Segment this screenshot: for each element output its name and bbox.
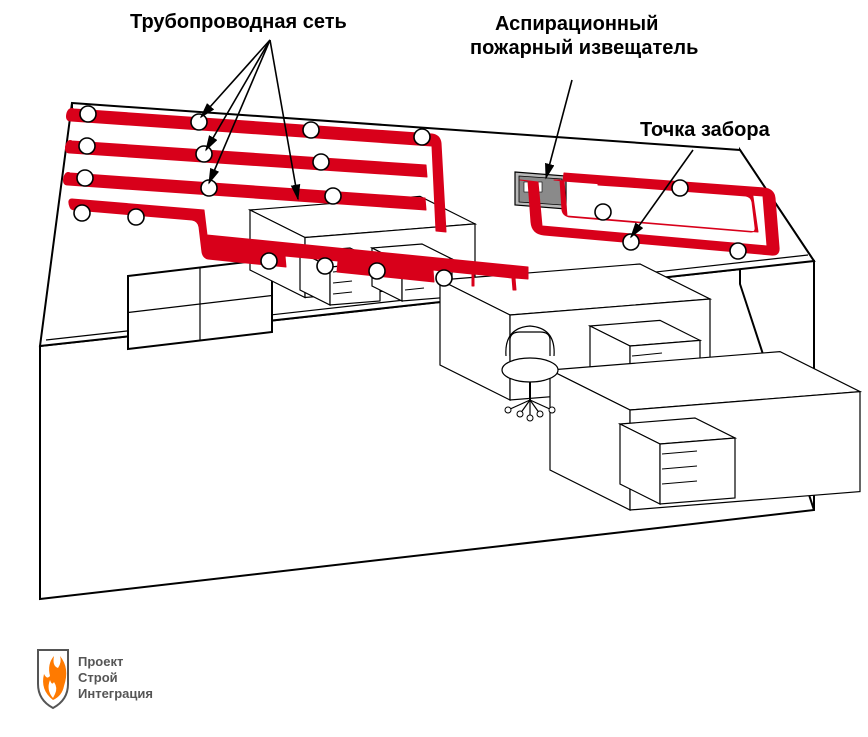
- sampling-point: [313, 154, 329, 170]
- sampling-point: [414, 129, 430, 145]
- window: [128, 259, 272, 349]
- sampling-point: [672, 180, 688, 196]
- label-pipe_network: Трубопроводная сеть: [130, 11, 347, 33]
- sampling-point: [196, 146, 212, 162]
- sampling-point: [595, 204, 611, 220]
- sampling-point: [730, 243, 746, 259]
- sampling-point: [74, 205, 90, 221]
- logo-line2: Строй: [78, 670, 118, 685]
- logo-line3: Интеграция: [78, 686, 153, 701]
- aspirating-detector: [515, 172, 566, 209]
- sampling-point: [369, 263, 385, 279]
- label-aspiration-l1: Аспирационный: [495, 13, 658, 35]
- sampling-point: [303, 122, 319, 138]
- sampling-point: [436, 270, 452, 286]
- sampling-point: [325, 188, 341, 204]
- sampling-point: [128, 209, 144, 225]
- logo-line1: Проект: [78, 654, 123, 669]
- sampling-point: [261, 253, 277, 269]
- sampling-point: [80, 106, 96, 122]
- sampling-point: [79, 138, 95, 154]
- sampling-point: [191, 114, 207, 130]
- sampling-point: [317, 258, 333, 274]
- aspiration-system-diagram: Трубопроводная сеть Аспирационныйпожарный…: [0, 0, 868, 737]
- label-aspiration-l2: пожарный извещатель: [470, 37, 698, 59]
- label-sampling_point: Точка забора: [640, 119, 771, 141]
- sampling-point: [77, 170, 93, 186]
- company-logo: [38, 650, 68, 708]
